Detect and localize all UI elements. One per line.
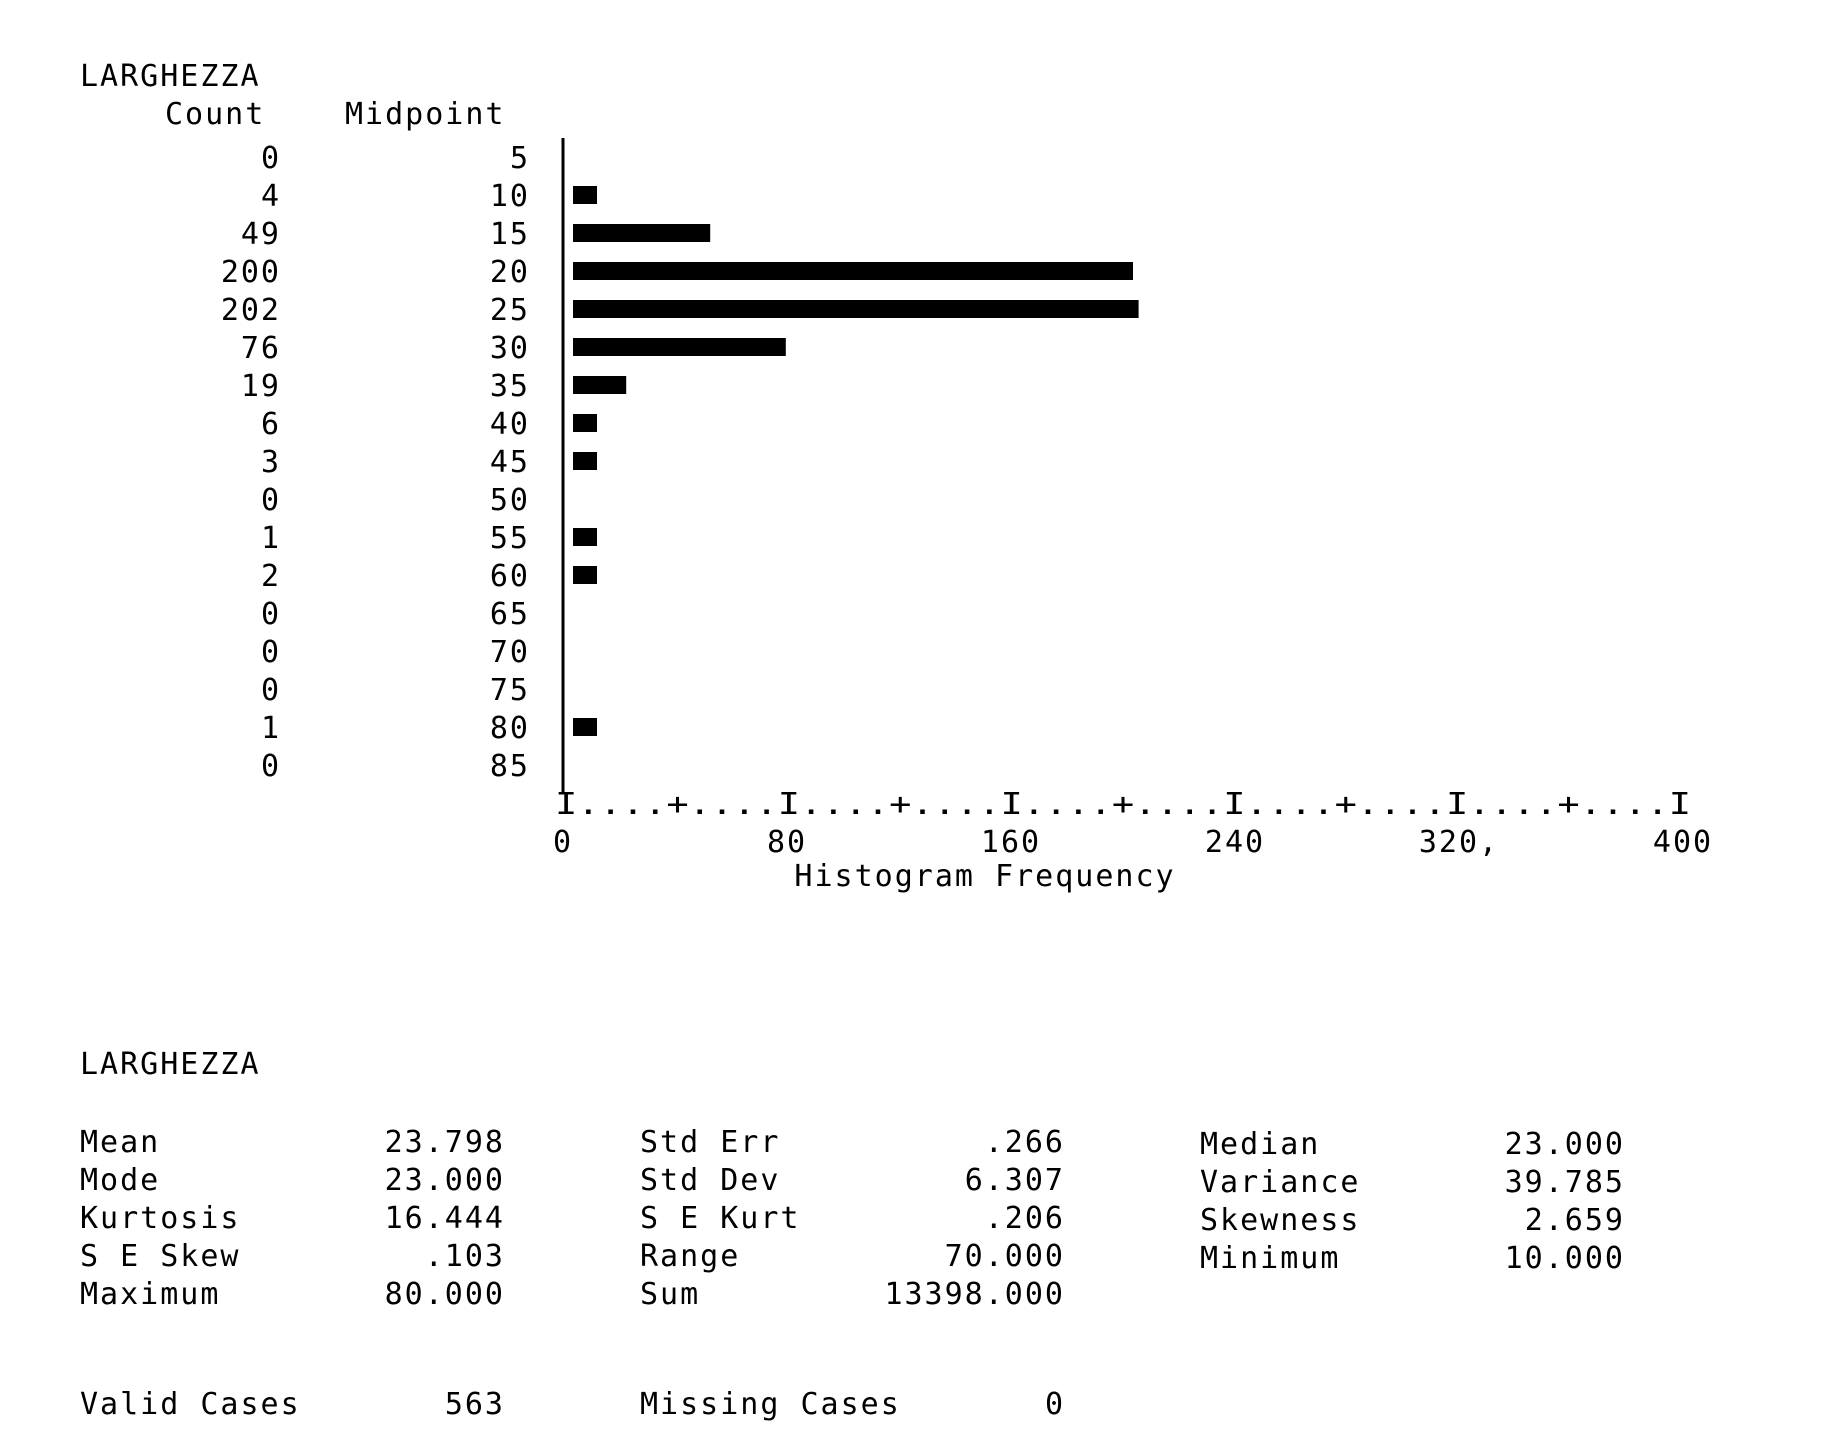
midpoint-label: 80 — [490, 711, 530, 746]
stat-value: 80.000 — [384, 1277, 505, 1312]
midpoint-label: 85 — [490, 749, 530, 784]
stat-label: Skewness — [1200, 1203, 1361, 1238]
stat-value: .266 — [984, 1125, 1065, 1160]
count-label: 1 — [261, 711, 281, 746]
stat-value: 23.000 — [384, 1163, 505, 1198]
stat-value: 70.000 — [944, 1239, 1065, 1274]
midpoint-label: 10 — [490, 179, 530, 214]
midpoint-label: 25 — [490, 293, 530, 328]
valid-cases-label: Valid Cases — [80, 1387, 301, 1422]
histogram-bar — [573, 300, 1139, 318]
count-label: 4 — [261, 179, 281, 214]
missing-cases-value: 0 — [1044, 1387, 1065, 1422]
midpoint-label: 65 — [490, 597, 530, 632]
count-label: 0 — [261, 673, 281, 708]
stat-label: Sum — [640, 1277, 701, 1312]
count-label: 0 — [261, 749, 281, 784]
count-label: 76 — [241, 331, 281, 366]
stat-value: 23.000 — [1504, 1127, 1625, 1162]
midpoint-label: 15 — [490, 217, 530, 252]
stat-label: Mean — [80, 1125, 161, 1160]
count-header: Count — [165, 97, 266, 132]
midpoint-label: 35 — [490, 369, 530, 404]
stat-label: Maximum — [80, 1277, 221, 1312]
count-label: 2 — [261, 559, 281, 594]
count-label: 0 — [261, 483, 281, 518]
histogram-bar — [573, 338, 786, 356]
count-label: 0 — [261, 597, 281, 632]
stat-value: 39.785 — [1504, 1165, 1625, 1200]
histogram-bar — [573, 528, 597, 546]
stat-label: Median — [1200, 1127, 1321, 1162]
chart-title: LARGHEZZA — [80, 59, 261, 94]
midpoint-header: Midpoint — [345, 97, 506, 132]
histogram-bar — [573, 566, 597, 584]
midpoint-label: 50 — [490, 483, 530, 518]
histogram-bar — [573, 718, 597, 736]
x-axis-ruler: I....+....I....+....I....+....I....+....… — [555, 787, 1691, 822]
histogram-bar — [573, 186, 597, 204]
stats-title: LARGHEZZA — [80, 1047, 261, 1082]
stat-value: 6.307 — [964, 1163, 1065, 1198]
stat-label: Range — [640, 1239, 741, 1274]
count-label: 49 — [241, 217, 281, 252]
stat-value: 16.444 — [384, 1201, 505, 1236]
valid-cases-value: 563 — [444, 1387, 505, 1422]
stat-label: S E Kurt — [640, 1201, 801, 1236]
stat-label: Std Err — [640, 1125, 781, 1160]
x-tick-label: 240 — [1205, 825, 1265, 860]
stat-label: Std Dev — [640, 1163, 781, 1198]
x-tick-label: 0 — [553, 825, 573, 860]
count-label: 6 — [261, 407, 281, 442]
x-tick-label: 400 — [1653, 825, 1713, 860]
midpoint-label: 60 — [490, 559, 530, 594]
midpoint-label: 30 — [490, 331, 530, 366]
x-axis-label: Histogram Frequency — [794, 859, 1176, 894]
stat-label: S E Skew — [80, 1239, 241, 1274]
count-label: 200 — [221, 255, 281, 290]
histogram-bar — [573, 224, 711, 242]
count-label: 0 — [261, 141, 281, 176]
count-label: 3 — [261, 445, 281, 480]
count-label: 0 — [261, 635, 281, 670]
count-label: 1 — [261, 521, 281, 556]
histogram-bar — [573, 414, 597, 432]
stat-value: 13398.000 — [884, 1277, 1065, 1312]
midpoint-label: 55 — [490, 521, 530, 556]
stat-value: 10.000 — [1504, 1241, 1625, 1276]
midpoint-label: 40 — [490, 407, 530, 442]
count-label: 202 — [221, 293, 281, 328]
stat-label: Kurtosis — [80, 1201, 241, 1236]
midpoint-label: 20 — [490, 255, 530, 290]
x-tick-label: 320, — [1419, 825, 1499, 860]
histogram-bar — [573, 376, 627, 394]
stat-label: Variance — [1200, 1165, 1361, 1200]
stat-label: Minimum — [1200, 1241, 1341, 1276]
stat-value: .206 — [984, 1201, 1065, 1236]
stat-value: .103 — [424, 1239, 505, 1274]
missing-cases-label: Missing Cases — [640, 1387, 901, 1422]
stat-value: 2.659 — [1524, 1203, 1625, 1238]
stat-label: Mode — [80, 1163, 161, 1198]
histogram-bar — [573, 262, 1133, 280]
stat-value: 23.798 — [384, 1125, 505, 1160]
x-tick-label: 160 — [981, 825, 1041, 860]
histogram-bar — [573, 452, 597, 470]
x-tick-label: 80 — [767, 825, 807, 860]
midpoint-label: 70 — [490, 635, 530, 670]
midpoint-label: 45 — [490, 445, 530, 480]
count-label: 19 — [241, 369, 281, 404]
midpoint-label: 75 — [490, 673, 530, 708]
midpoint-label: 5 — [510, 141, 530, 176]
